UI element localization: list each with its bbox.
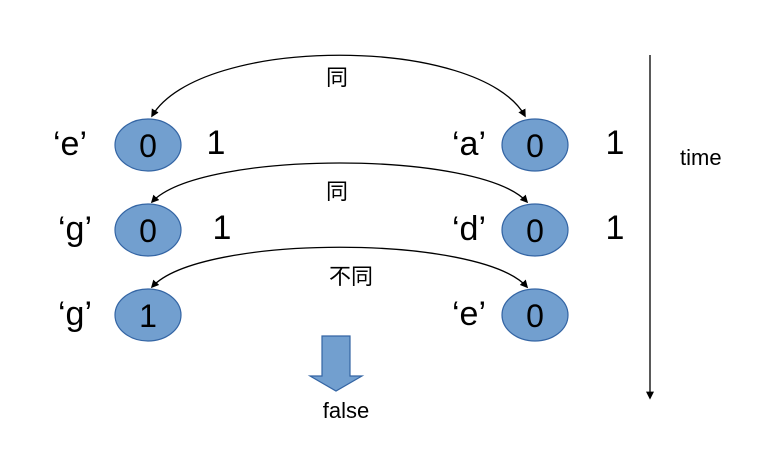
compare-arrow-row-3 bbox=[150, 246, 529, 289]
row-3: 不同 ‘g’ 1 ‘e’ 0 bbox=[58, 246, 569, 342]
right-char-row-1: ‘a’ bbox=[452, 125, 486, 163]
left-node-row-3 bbox=[114, 288, 182, 342]
right-char-row-2: ‘d’ bbox=[452, 210, 486, 248]
compare-arrow-row-2 bbox=[150, 162, 529, 204]
relation-label-row-3: 不同 bbox=[329, 264, 373, 289]
row-2: 同 ‘g’ 0 1 ‘d’ 0 1 bbox=[58, 162, 625, 257]
result-label: false bbox=[323, 398, 369, 423]
left-char-row-2: ‘g’ bbox=[58, 210, 92, 248]
result-down-arrow bbox=[307, 335, 365, 392]
right-count-row-2: 1 bbox=[606, 209, 625, 247]
right-node-row-3 bbox=[501, 288, 569, 342]
right-node-value-row-2: 0 bbox=[526, 213, 544, 249]
relation-label-row-1: 同 bbox=[326, 65, 348, 90]
left-node-row-1 bbox=[114, 118, 182, 172]
row-1: 同 ‘e’ 0 1 ‘a’ 0 1 bbox=[53, 54, 625, 172]
right-node-row-1 bbox=[501, 118, 569, 172]
right-node-value-row-3: 0 bbox=[526, 298, 544, 334]
left-node-value-row-2: 0 bbox=[139, 213, 157, 249]
left-char-row-3: ‘g’ bbox=[58, 295, 92, 333]
left-count-row-1: 1 bbox=[207, 124, 226, 162]
right-count-row-1: 1 bbox=[606, 124, 625, 162]
compare-arrow-row-1 bbox=[151, 54, 526, 118]
left-count-row-2: 1 bbox=[213, 209, 232, 247]
relation-label-row-2: 同 bbox=[326, 179, 348, 204]
left-node-value-row-3: 1 bbox=[139, 298, 157, 334]
right-char-row-3: ‘e’ bbox=[452, 295, 486, 333]
time-label: time bbox=[680, 145, 722, 170]
left-char-row-1: ‘e’ bbox=[53, 125, 87, 163]
right-node-row-2 bbox=[501, 203, 569, 257]
left-node-row-2 bbox=[114, 203, 182, 257]
right-node-value-row-1: 0 bbox=[526, 128, 544, 164]
left-node-value-row-1: 0 bbox=[139, 128, 157, 164]
